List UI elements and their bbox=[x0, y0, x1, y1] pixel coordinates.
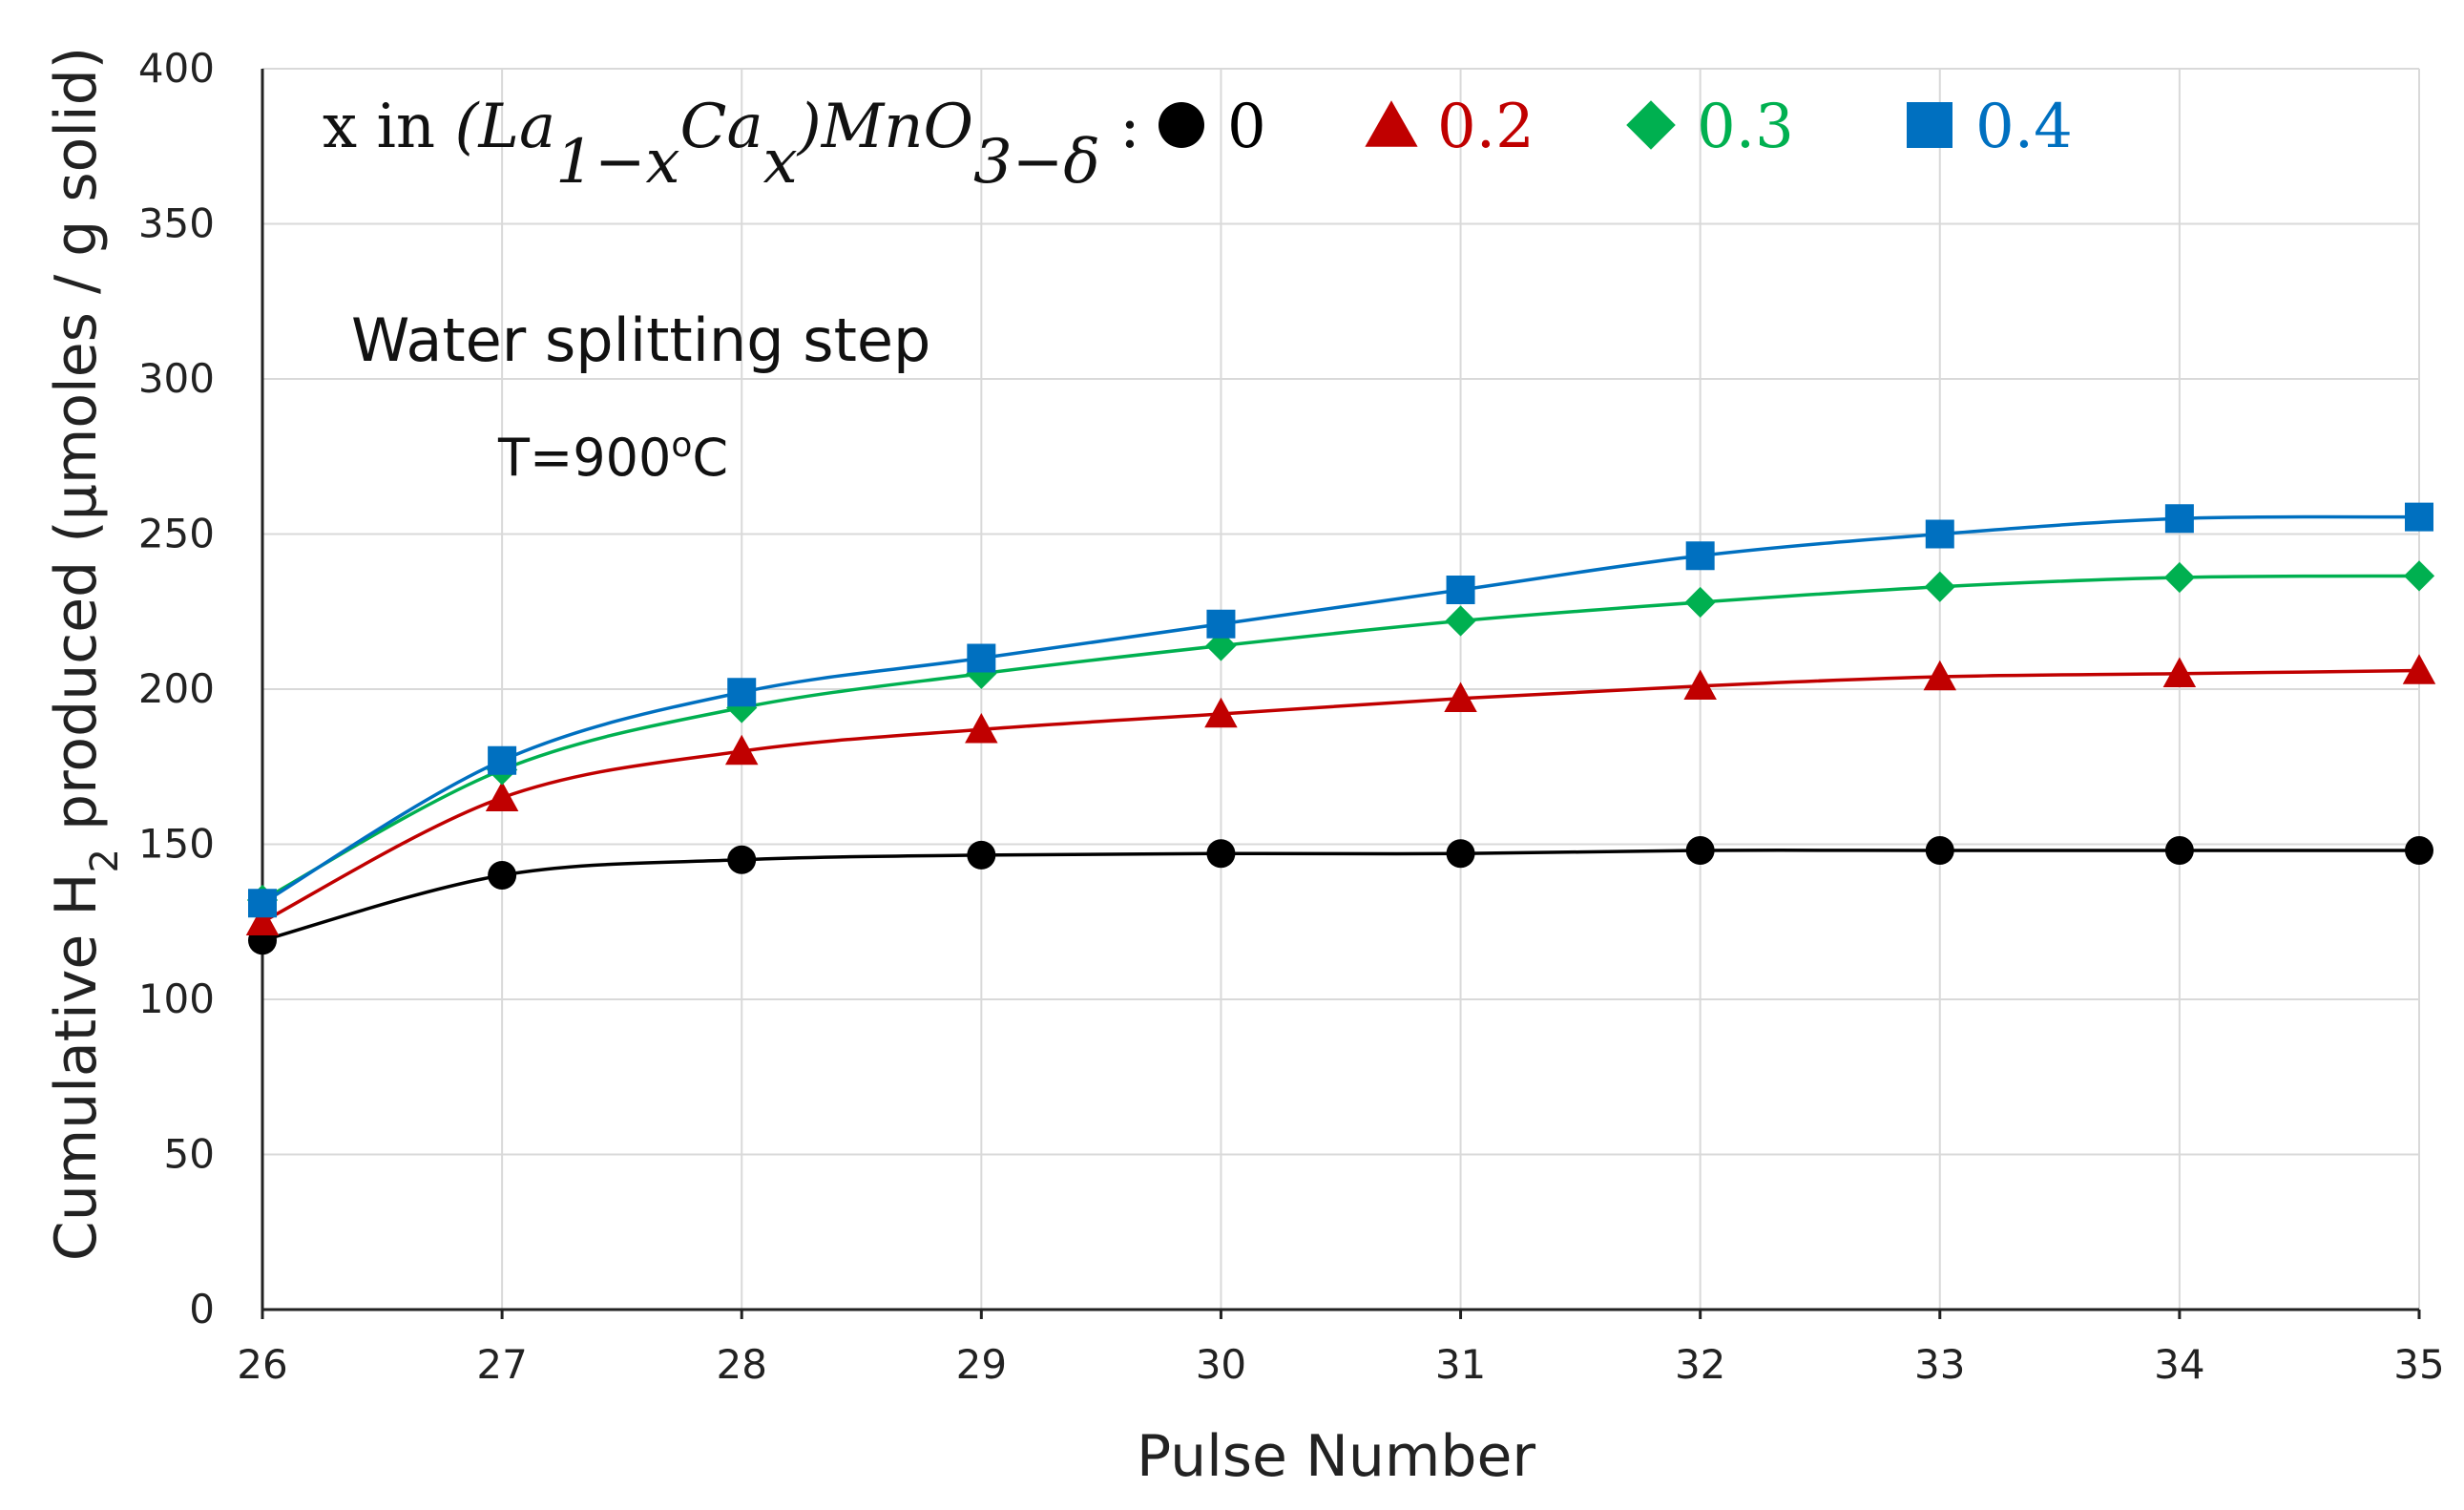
data-point-0.3-35 bbox=[2403, 560, 2435, 592]
series-line-0 bbox=[261, 849, 2420, 942]
legend-marker-0.4 bbox=[1907, 102, 1952, 148]
data-point-0.3-34 bbox=[2163, 561, 2196, 594]
data-point-0.2-35 bbox=[2402, 654, 2436, 684]
y-tick-label: 150 bbox=[138, 821, 215, 868]
x-tick-label: 30 bbox=[1196, 1341, 1246, 1388]
data-point-0.2-31 bbox=[1444, 682, 1477, 712]
data-point-0.4-29 bbox=[967, 643, 996, 673]
data-point-0.4-27 bbox=[488, 745, 517, 775]
series-line-0.2 bbox=[261, 668, 2420, 924]
series-0 bbox=[248, 836, 2433, 955]
data-point-0-31 bbox=[1446, 839, 1475, 869]
legend-label-0.3: 0.3 bbox=[1697, 92, 1794, 162]
x-tick-label: 26 bbox=[237, 1341, 287, 1388]
series-line-0.3 bbox=[261, 574, 2420, 902]
axes bbox=[261, 69, 2421, 1319]
data-point-0.2-34 bbox=[2162, 657, 2197, 687]
data-point-0-29 bbox=[967, 840, 996, 870]
series-line-0.4 bbox=[261, 514, 2420, 905]
legend-label-0.2: 0.2 bbox=[1437, 92, 1535, 162]
data-point-0.3-33 bbox=[1924, 571, 1955, 602]
data-point-0-34 bbox=[2164, 836, 2194, 865]
data-point-0-27 bbox=[488, 861, 517, 890]
y-tick-label: 100 bbox=[138, 975, 215, 1022]
x-tick-label: 27 bbox=[476, 1341, 527, 1388]
data-point-0.4-30 bbox=[1206, 609, 1236, 639]
x-tick-label: 33 bbox=[1914, 1341, 1965, 1388]
data-point-0.3-32 bbox=[1684, 586, 1716, 619]
data-point-0-28 bbox=[727, 845, 757, 874]
data-point-0.4-28 bbox=[727, 678, 757, 707]
legend-marker-0.3 bbox=[1626, 100, 1676, 150]
series-0.2 bbox=[245, 654, 2436, 935]
data-point-0.2-33 bbox=[1923, 660, 1957, 691]
y-tick-label: 350 bbox=[138, 200, 215, 247]
data-point-0.2-29 bbox=[965, 713, 998, 744]
data-point-0-35 bbox=[2405, 836, 2433, 865]
data-point-0.4-31 bbox=[1446, 576, 1475, 604]
legend: x in (La1−xCax)MnO3−δ : 0 0.2 0.3 0.4 bbox=[323, 92, 2073, 198]
legend-entries: 0 0.2 0.3 0.4 bbox=[1159, 92, 2073, 162]
data-point-0.2-27 bbox=[485, 781, 519, 811]
legend-title: x in (La1−xCax)MnO3−δ : bbox=[323, 92, 1140, 198]
data-point-0.2-28 bbox=[724, 734, 759, 765]
y-axis-title: Cumulative H2 produced (μmoles / g solid… bbox=[43, 47, 127, 1261]
series-0.4 bbox=[248, 502, 2433, 918]
x-axis-title: Pulse Number bbox=[1137, 1423, 1535, 1490]
x-tick-label: 34 bbox=[2154, 1341, 2204, 1388]
data-point-0.4-34 bbox=[2164, 504, 2194, 534]
x-tick-label: 35 bbox=[2393, 1341, 2444, 1388]
data-point-0.4-33 bbox=[1925, 519, 1954, 549]
data-point-0.4-26 bbox=[248, 889, 277, 918]
series-0.3 bbox=[246, 560, 2435, 916]
x-tick-label: 29 bbox=[956, 1341, 1007, 1388]
y-tick-label: 250 bbox=[138, 511, 215, 557]
data-point-0.2-32 bbox=[1683, 669, 1717, 700]
y-tick-label: 50 bbox=[164, 1131, 215, 1178]
legend-label-0: 0 bbox=[1227, 92, 1266, 162]
data-point-0.3-31 bbox=[1445, 605, 1476, 637]
data-point-0-32 bbox=[1685, 836, 1715, 865]
data-point-0.2-26 bbox=[245, 905, 280, 935]
legend-marker-0.2 bbox=[1365, 100, 1418, 147]
legend-marker-0 bbox=[1159, 102, 1204, 148]
annotation-temperature: T=900oC bbox=[497, 426, 728, 489]
x-tick-label: 32 bbox=[1675, 1341, 1725, 1388]
data-point-0-33 bbox=[1925, 836, 1954, 865]
data-point-0-30 bbox=[1206, 839, 1236, 869]
legend-label-0.4: 0.4 bbox=[1975, 92, 2073, 162]
y-tick-label: 0 bbox=[189, 1286, 215, 1332]
data-point-0.4-32 bbox=[1685, 541, 1715, 571]
annotation-step: Water splitting step bbox=[351, 305, 930, 375]
x-tick-label: 28 bbox=[716, 1341, 766, 1388]
x-tick-label: 31 bbox=[1435, 1341, 1486, 1388]
y-tick-label: 200 bbox=[138, 665, 215, 712]
y-tick-label: 400 bbox=[138, 45, 215, 92]
data-point-0.4-35 bbox=[2405, 502, 2433, 532]
y-tick-label: 300 bbox=[138, 355, 215, 402]
grid bbox=[262, 68, 2420, 1310]
series-group bbox=[245, 502, 2436, 955]
data-point-0.2-30 bbox=[1204, 697, 1238, 728]
